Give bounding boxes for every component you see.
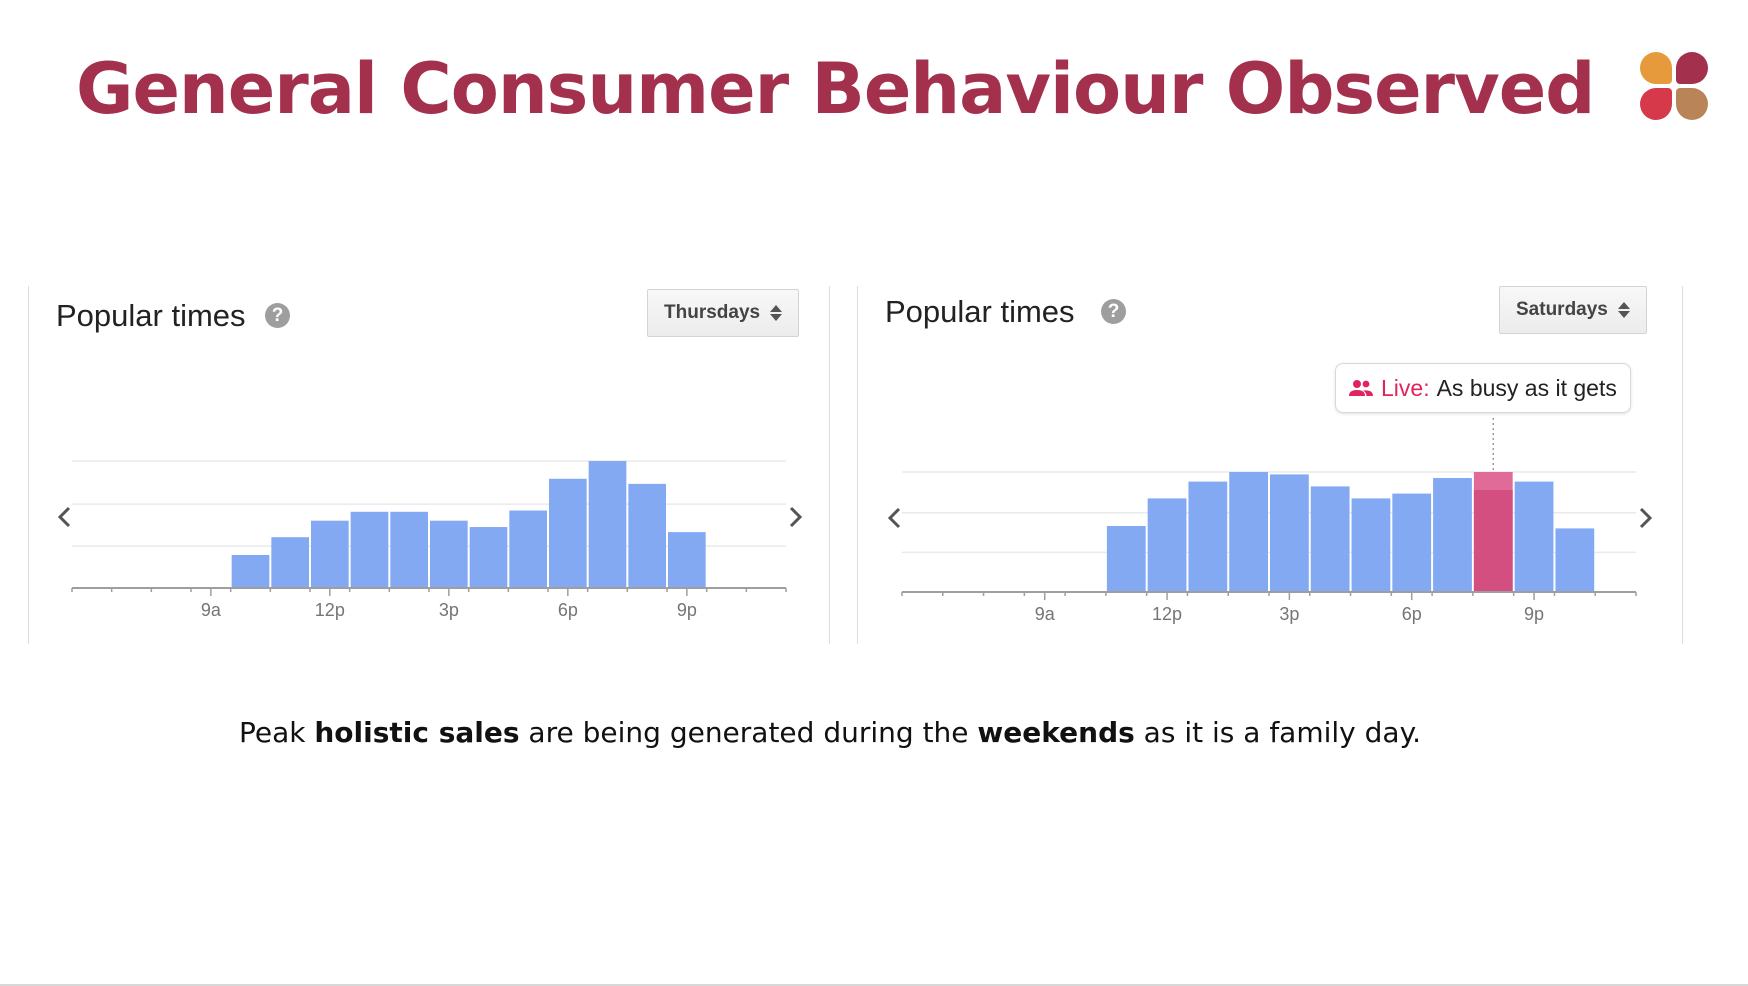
bar — [231, 554, 270, 588]
bar — [1270, 474, 1309, 592]
panel-title: Popular times — [885, 294, 1075, 329]
bar — [390, 511, 428, 588]
logo-petal-top-left — [1640, 52, 1672, 84]
bar — [588, 461, 627, 588]
chevron-left-icon[interactable] — [50, 502, 80, 532]
bar — [1147, 498, 1187, 592]
people-icon — [1349, 380, 1373, 396]
bar — [1106, 526, 1146, 592]
popular-times-chart-thursday: 9a 12p 3p 6p 9p — [71, 460, 787, 620]
live-bar — [1473, 490, 1513, 592]
chevron-right-icon[interactable] — [1630, 503, 1660, 533]
bar — [311, 520, 349, 588]
bar — [1351, 498, 1391, 592]
day-selector-value: Saturdays — [1516, 299, 1608, 320]
bar — [1229, 472, 1268, 592]
bar — [1514, 481, 1554, 592]
bar — [469, 527, 508, 588]
x-tick-label: 3p — [1279, 604, 1299, 624]
sort-arrows-icon — [770, 305, 783, 321]
bar — [1433, 478, 1472, 592]
chevron-right-icon[interactable] — [780, 502, 810, 532]
caption-text: Peak — [238, 716, 315, 749]
bar — [1392, 493, 1432, 592]
live-busyness-tooltip: Live: As busy as it gets — [1335, 363, 1631, 413]
bar — [271, 537, 309, 588]
chevron-left-icon[interactable] — [880, 503, 910, 533]
bar — [549, 478, 587, 588]
x-tick-label: 9p — [677, 600, 697, 620]
day-selector[interactable]: Saturdays — [1499, 286, 1647, 334]
day-selector-value: Thursdays — [664, 302, 761, 323]
x-tick-label: 12p — [315, 600, 345, 620]
bar — [1555, 528, 1595, 592]
help-icon[interactable]: ? — [1101, 299, 1126, 324]
x-tick-label: 12p — [1152, 604, 1182, 624]
caption-text: are being generated during the — [519, 716, 978, 749]
live-label: Live: — [1381, 374, 1430, 401]
sort-arrows-icon — [1617, 302, 1630, 318]
bar — [509, 510, 547, 588]
caption-emphasis: weekends — [977, 716, 1135, 749]
popular-times-chart-saturday: 9a 12p 3p 6p 9p — [901, 418, 1637, 624]
panel-title: Popular times — [56, 298, 246, 333]
slide-caption: Peak holistic sales are being generated … — [0, 716, 1660, 749]
bar — [350, 511, 389, 588]
bar — [1310, 486, 1350, 592]
bar — [1188, 481, 1228, 592]
x-tick-label: 3p — [439, 600, 459, 620]
caption-emphasis: holistic sales — [314, 716, 520, 749]
x-tick-label: 9a — [1035, 604, 1056, 624]
logo-petal-bottom-right — [1676, 88, 1708, 120]
x-tick-label: 9a — [201, 600, 222, 620]
x-tick-label: 9p — [1524, 604, 1544, 624]
logo-petal-top-right — [1676, 52, 1708, 84]
x-tick-label: 6p — [1402, 604, 1422, 624]
live-status-text: As busy as it gets — [1436, 374, 1617, 401]
slide-title: General Consumer Behaviour Observed — [76, 48, 1595, 130]
bar — [628, 483, 666, 588]
bottom-divider — [0, 984, 1748, 986]
bar — [430, 520, 468, 588]
day-selector[interactable]: Thursdays — [647, 289, 800, 337]
caption-text: as it is a family day. — [1134, 716, 1422, 749]
bar — [668, 532, 706, 588]
x-tick-label: 6p — [558, 600, 578, 620]
help-icon[interactable]: ? — [265, 303, 290, 328]
logo-petal-bottom-left — [1640, 88, 1672, 120]
brand-logo — [1640, 52, 1708, 120]
